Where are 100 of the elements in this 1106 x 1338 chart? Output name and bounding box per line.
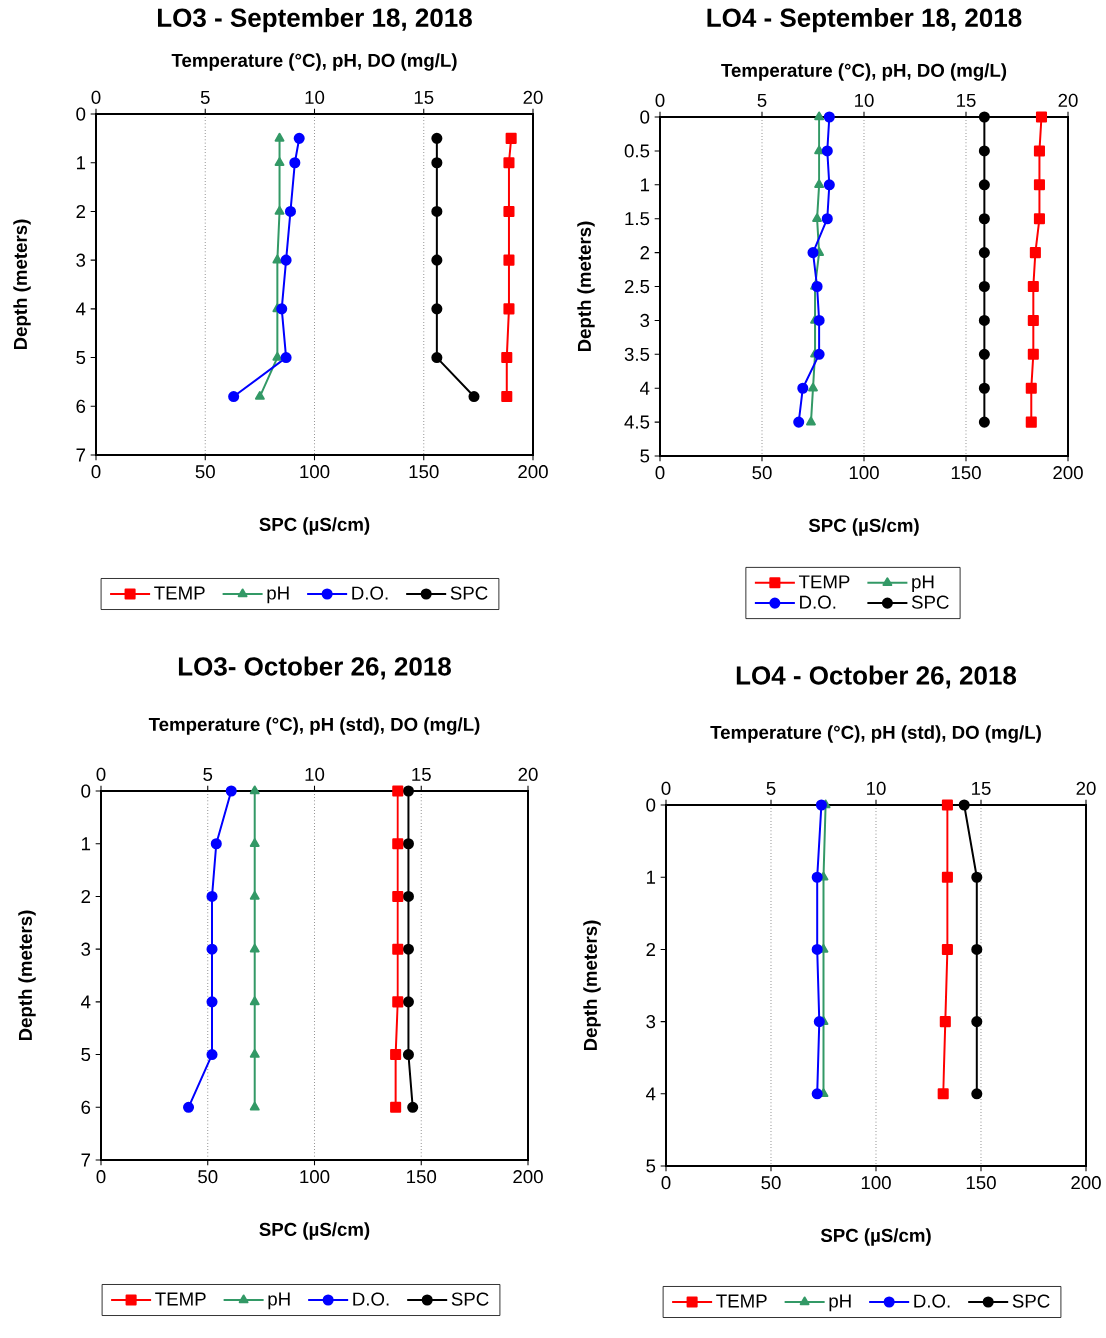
y-tick-label: 2 — [81, 889, 91, 903]
x2-tick-label: 0 — [96, 767, 106, 781]
x-tick-label: 100 — [300, 1170, 330, 1184]
y-tick-label: 1 — [641, 178, 650, 192]
x-tick-label: 0 — [661, 1176, 671, 1190]
x2-axis-title: Temperature (°C), pH (std), DO (mg/L) — [710, 725, 1041, 743]
x2-tick-label: 5 — [766, 781, 776, 795]
x-tick-label: 150 — [407, 1170, 437, 1184]
x2-tick-label: 20 — [1076, 781, 1096, 795]
x2-tick-label: 20 — [1058, 93, 1078, 107]
x2-tick-label: 15 — [414, 90, 434, 104]
y-tick-label: 1 — [646, 870, 656, 884]
x2-tick-label: 20 — [523, 90, 543, 104]
x2-tick-label: 5 — [757, 93, 767, 107]
x-tick-label: 200 — [518, 465, 548, 479]
x2-tick-label: 15 — [957, 93, 976, 107]
y-tick-label: 7 — [81, 1153, 91, 1167]
x-axis-title: SPC (µS/cm) — [808, 518, 919, 536]
y-tick-label: 1.5 — [625, 212, 650, 226]
legend-label: TEMP — [716, 1294, 767, 1308]
legend-label: D.O. — [352, 586, 388, 600]
legend-label: pH — [829, 1294, 851, 1312]
x2-tick-label: 15 — [972, 781, 991, 795]
y-tick-label: 4 — [80, 995, 91, 1009]
x-tick-label: 200 — [1053, 466, 1083, 480]
x-tick-label: 50 — [195, 465, 215, 479]
legend-label: SPC — [450, 586, 488, 600]
chart-title: LO4 - September 18, 2018 — [707, 7, 1022, 33]
x2-tick-label: 0 — [91, 90, 101, 104]
x-axis-title: SPC (µS/cm) — [820, 1228, 931, 1246]
y-tick-label: 1 — [77, 156, 86, 170]
x-tick-label: 100 — [849, 466, 879, 480]
x-tick-label: 200 — [513, 1170, 543, 1184]
x2-tick-label: 0 — [661, 781, 671, 795]
y-axis-title: Depth (meters) — [583, 920, 601, 1051]
x-tick-label: 150 — [409, 465, 439, 479]
y-tick-label: 6 — [76, 399, 86, 413]
y-tick-label: 1 — [81, 837, 91, 851]
y-tick-label: 3 — [646, 1014, 656, 1029]
y-tick-label: 3.5 — [624, 347, 650, 361]
x2-tick-label: 0 — [655, 93, 665, 107]
y-axis-title: Depth (meters) — [577, 221, 595, 352]
x2-tick-label: 5 — [200, 90, 210, 104]
y-tick-label: 4.5 — [624, 415, 650, 429]
x-tick-label: 150 — [966, 1176, 996, 1190]
y-tick-label: 4 — [75, 302, 86, 316]
y-tick-label: 5 — [640, 449, 650, 463]
x2-axis-title: Temperature (°C), pH (std), DO (mg/L) — [148, 717, 480, 735]
x-tick-label: 50 — [752, 466, 772, 480]
y-axis-title: Depth (meters) — [18, 910, 36, 1041]
y-tick-label: 0 — [81, 784, 91, 798]
y-tick-label: 2 — [640, 246, 650, 260]
y-tick-label: 6 — [81, 1100, 91, 1114]
x2-tick-label: 5 — [203, 767, 213, 781]
x2-tick-label: 10 — [867, 781, 886, 795]
x-tick-label: 50 — [761, 1176, 781, 1190]
legend-label: SPC — [911, 595, 949, 609]
y-tick-label: 0 — [76, 107, 86, 121]
y-tick-label: 5 — [646, 1159, 656, 1173]
chart-title: LO3- October 26, 2018 — [178, 656, 451, 680]
legend-label: pH — [268, 1292, 290, 1310]
y-tick-label: 3 — [640, 313, 650, 328]
x-tick-label: 50 — [198, 1170, 218, 1184]
x2-tick-label: 20 — [518, 767, 538, 781]
x2-tick-label: 10 — [855, 93, 874, 107]
y-tick-label: 2 — [646, 942, 656, 956]
y-tick-label: 0 — [646, 798, 656, 812]
x-tick-label: 100 — [861, 1176, 891, 1190]
x-tick-label: 100 — [300, 465, 330, 479]
legend-label: pH — [912, 575, 934, 593]
x-tick-label: 150 — [951, 466, 981, 480]
x2-tick-label: 10 — [305, 767, 325, 781]
legend-label: D.O. — [914, 1294, 950, 1308]
legend-label: TEMP — [155, 1292, 206, 1306]
x-tick-label: 0 — [91, 465, 101, 479]
y-tick-label: 3 — [81, 942, 91, 956]
x-tick-label: 0 — [96, 1170, 106, 1184]
x2-axis-title: Temperature (°C), pH, DO (mg/L) — [171, 53, 457, 71]
legend-label: D.O. — [800, 595, 836, 609]
legend-label: pH — [267, 586, 289, 604]
x2-tick-label: 10 — [305, 90, 325, 104]
y-axis-title: Depth (meters) — [13, 219, 31, 350]
legend-label: SPC — [1012, 1294, 1050, 1308]
x-tick-label: 200 — [1071, 1176, 1101, 1190]
y-tick-label: 7 — [76, 448, 86, 462]
x2-axis-title: Temperature (°C), pH, DO (mg/L) — [721, 63, 1007, 81]
y-tick-label: 0 — [640, 110, 650, 124]
y-tick-label: 2 — [76, 204, 86, 218]
y-tick-label: 2.5 — [624, 279, 650, 294]
x2-tick-label: 15 — [412, 767, 431, 781]
chart-title: LO3 - September 18, 2018 — [158, 7, 472, 33]
chart-title: LO4 - October 26, 2018 — [736, 665, 1017, 689]
x-axis-title: SPC (µS/cm) — [259, 1222, 370, 1240]
y-tick-label: 5 — [76, 351, 86, 365]
y-tick-label: 4 — [639, 381, 650, 395]
legend-label: D.O. — [353, 1292, 389, 1306]
y-tick-label: 0.5 — [624, 144, 650, 158]
legend-label: TEMP — [798, 575, 850, 589]
legend-label: SPC — [451, 1292, 489, 1306]
x-axis-title: SPC (µS/cm) — [259, 517, 370, 535]
